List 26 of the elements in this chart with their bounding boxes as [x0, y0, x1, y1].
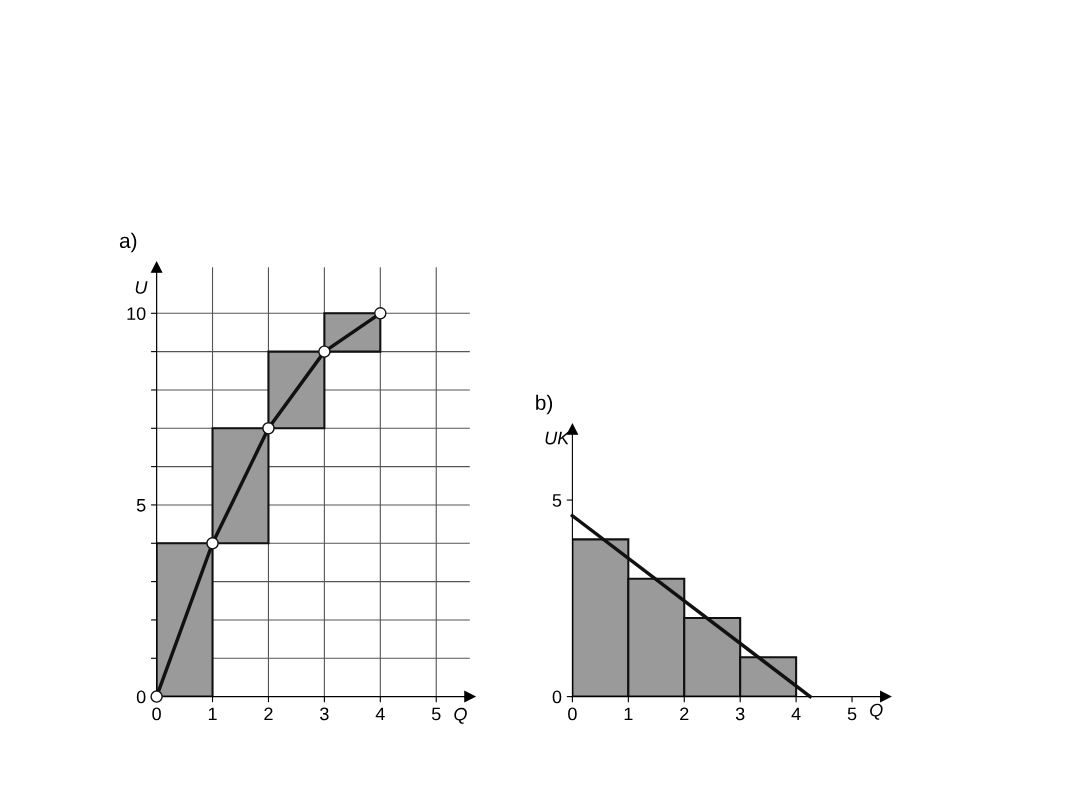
- y-tick-label: 10: [127, 307, 146, 321]
- point: [318, 345, 331, 358]
- point: [206, 537, 219, 550]
- point: [150, 690, 163, 703]
- chart-title: a): [119, 232, 137, 253]
- x-tick-label: 4: [375, 707, 385, 721]
- y-tick-label: 5: [136, 499, 146, 512]
- x-tick-label: 0: [568, 707, 577, 721]
- y-axis-title: U: [135, 281, 148, 294]
- x-tick-label: 1: [208, 707, 217, 721]
- y-tick-label: 0: [136, 690, 146, 704]
- x-tick-label: 2: [264, 707, 273, 721]
- y-axis-title: UK: [545, 431, 570, 445]
- x-tick-label: 2: [680, 707, 689, 721]
- x-tick-label: 4: [791, 707, 801, 721]
- point: [374, 307, 387, 320]
- x-tick-label: 0: [152, 707, 161, 721]
- x-axis-title: Q: [454, 707, 467, 724]
- x-tick-label: 5: [847, 707, 857, 721]
- x-tick-label: 1: [624, 707, 633, 721]
- x-axis-title: Q: [870, 703, 883, 720]
- chart-title: b): [536, 394, 553, 415]
- x-tick-label: 3: [735, 707, 745, 721]
- x-tick-label: 5: [431, 707, 441, 721]
- x-tick-label: 3: [320, 707, 329, 721]
- point: [262, 422, 275, 435]
